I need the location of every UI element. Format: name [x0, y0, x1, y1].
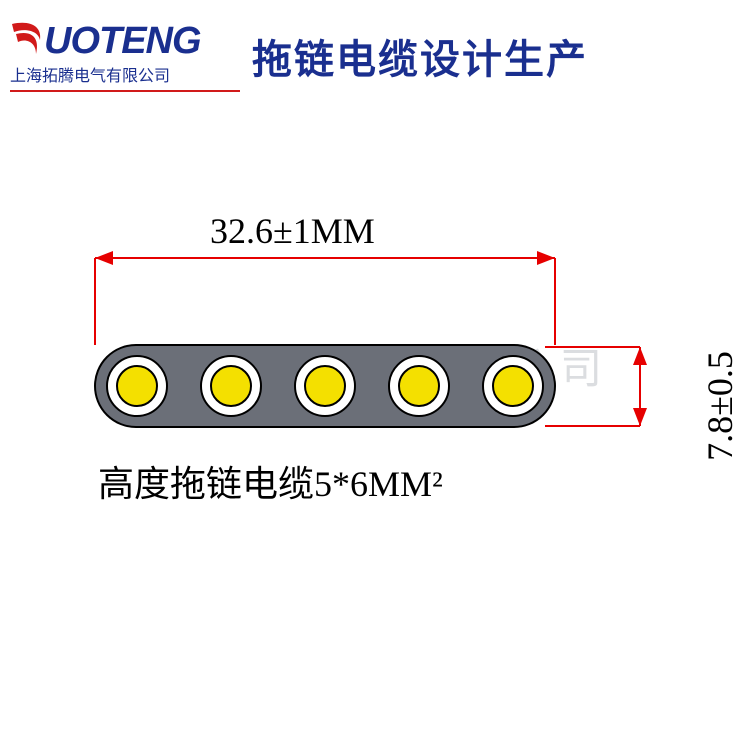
height-dimension-label: 7.8±0.5 [699, 351, 741, 461]
cable-caption: 高度拖链电缆5*6MM² [98, 455, 443, 507]
cable-diagram [0, 0, 750, 750]
width-dimension-label: 32.6±1MM [210, 210, 375, 252]
core-inner [493, 366, 533, 406]
core-inner [399, 366, 439, 406]
core-inner [211, 366, 251, 406]
core-inner [117, 366, 157, 406]
core-inner [305, 366, 345, 406]
